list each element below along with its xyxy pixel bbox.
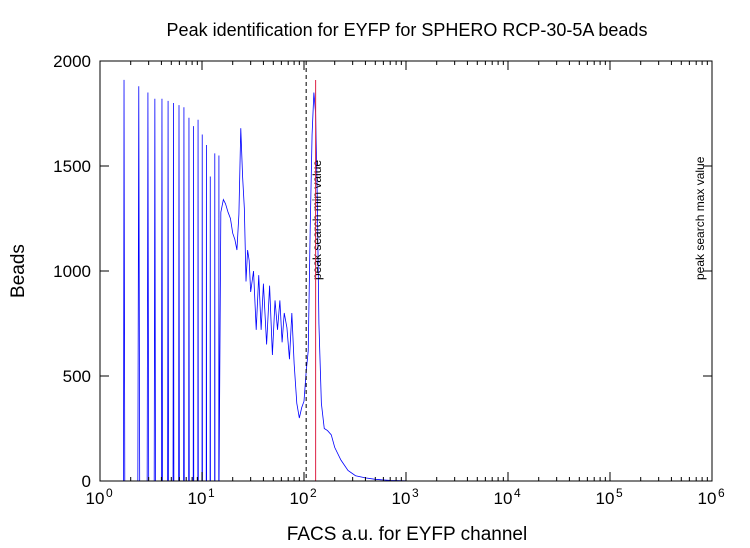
x-tick-exponent: 1 <box>208 486 215 500</box>
y-tick-label-0: 0 <box>82 472 91 491</box>
y-tick-label-4: 2000 <box>53 52 91 71</box>
chart-title: Peak identification for EYFP for SPHERO … <box>167 20 648 40</box>
x-tick-exponent: 2 <box>310 486 317 500</box>
x-tick-base: 10 <box>494 489 513 508</box>
x-tick-base: 10 <box>188 489 207 508</box>
x-tick-label-0: 10 0 <box>86 486 113 508</box>
y-tick-label-1: 500 <box>63 367 91 386</box>
x-tick-base: 10 <box>392 489 411 508</box>
y-tick-label-3: 1500 <box>53 157 91 176</box>
x-tick-label-6: 10 6 <box>698 486 725 508</box>
series-line-0 <box>100 79 713 482</box>
plot-area <box>100 79 713 482</box>
y-tick-label-2: 1000 <box>53 262 91 281</box>
y-axis-label: Beads <box>8 244 29 298</box>
x-tick-label-5: 10 5 <box>596 486 623 508</box>
x-tick-exponent: 0 <box>106 486 113 500</box>
x-tick-exponent: 5 <box>616 486 623 500</box>
x-tick-exponent: 6 <box>718 486 725 500</box>
x-tick-label-3: 10 3 <box>392 486 419 508</box>
x-axis-label: FACS a.u. for EYFP channel <box>287 524 527 545</box>
marker-label-2: peak search max value <box>693 156 707 280</box>
x-tick-exponent: 4 <box>514 486 521 500</box>
x-tick-label-1: 10 1 <box>188 486 215 508</box>
marker-label-0: peak search min value <box>310 160 324 280</box>
x-tick-base: 10 <box>698 489 717 508</box>
x-tick-base: 10 <box>86 489 105 508</box>
x-tick-label-2: 10 2 <box>290 486 317 508</box>
plot-frame <box>99 60 713 482</box>
y-tick-labels: 0 500 1000 1500 2000 <box>53 52 91 491</box>
x-tick-labels: 10 0 10 1 10 2 10 3 10 4 10 5 10 6 <box>86 486 725 508</box>
markers: peak search min value peak search max val… <box>305 61 707 481</box>
x-tick-label-4: 10 4 <box>494 486 521 508</box>
x-tick-exponent: 3 <box>412 486 419 500</box>
x-tick-base: 10 <box>290 489 309 508</box>
x-tick-base: 10 <box>596 489 615 508</box>
axis-ticks <box>99 60 713 482</box>
